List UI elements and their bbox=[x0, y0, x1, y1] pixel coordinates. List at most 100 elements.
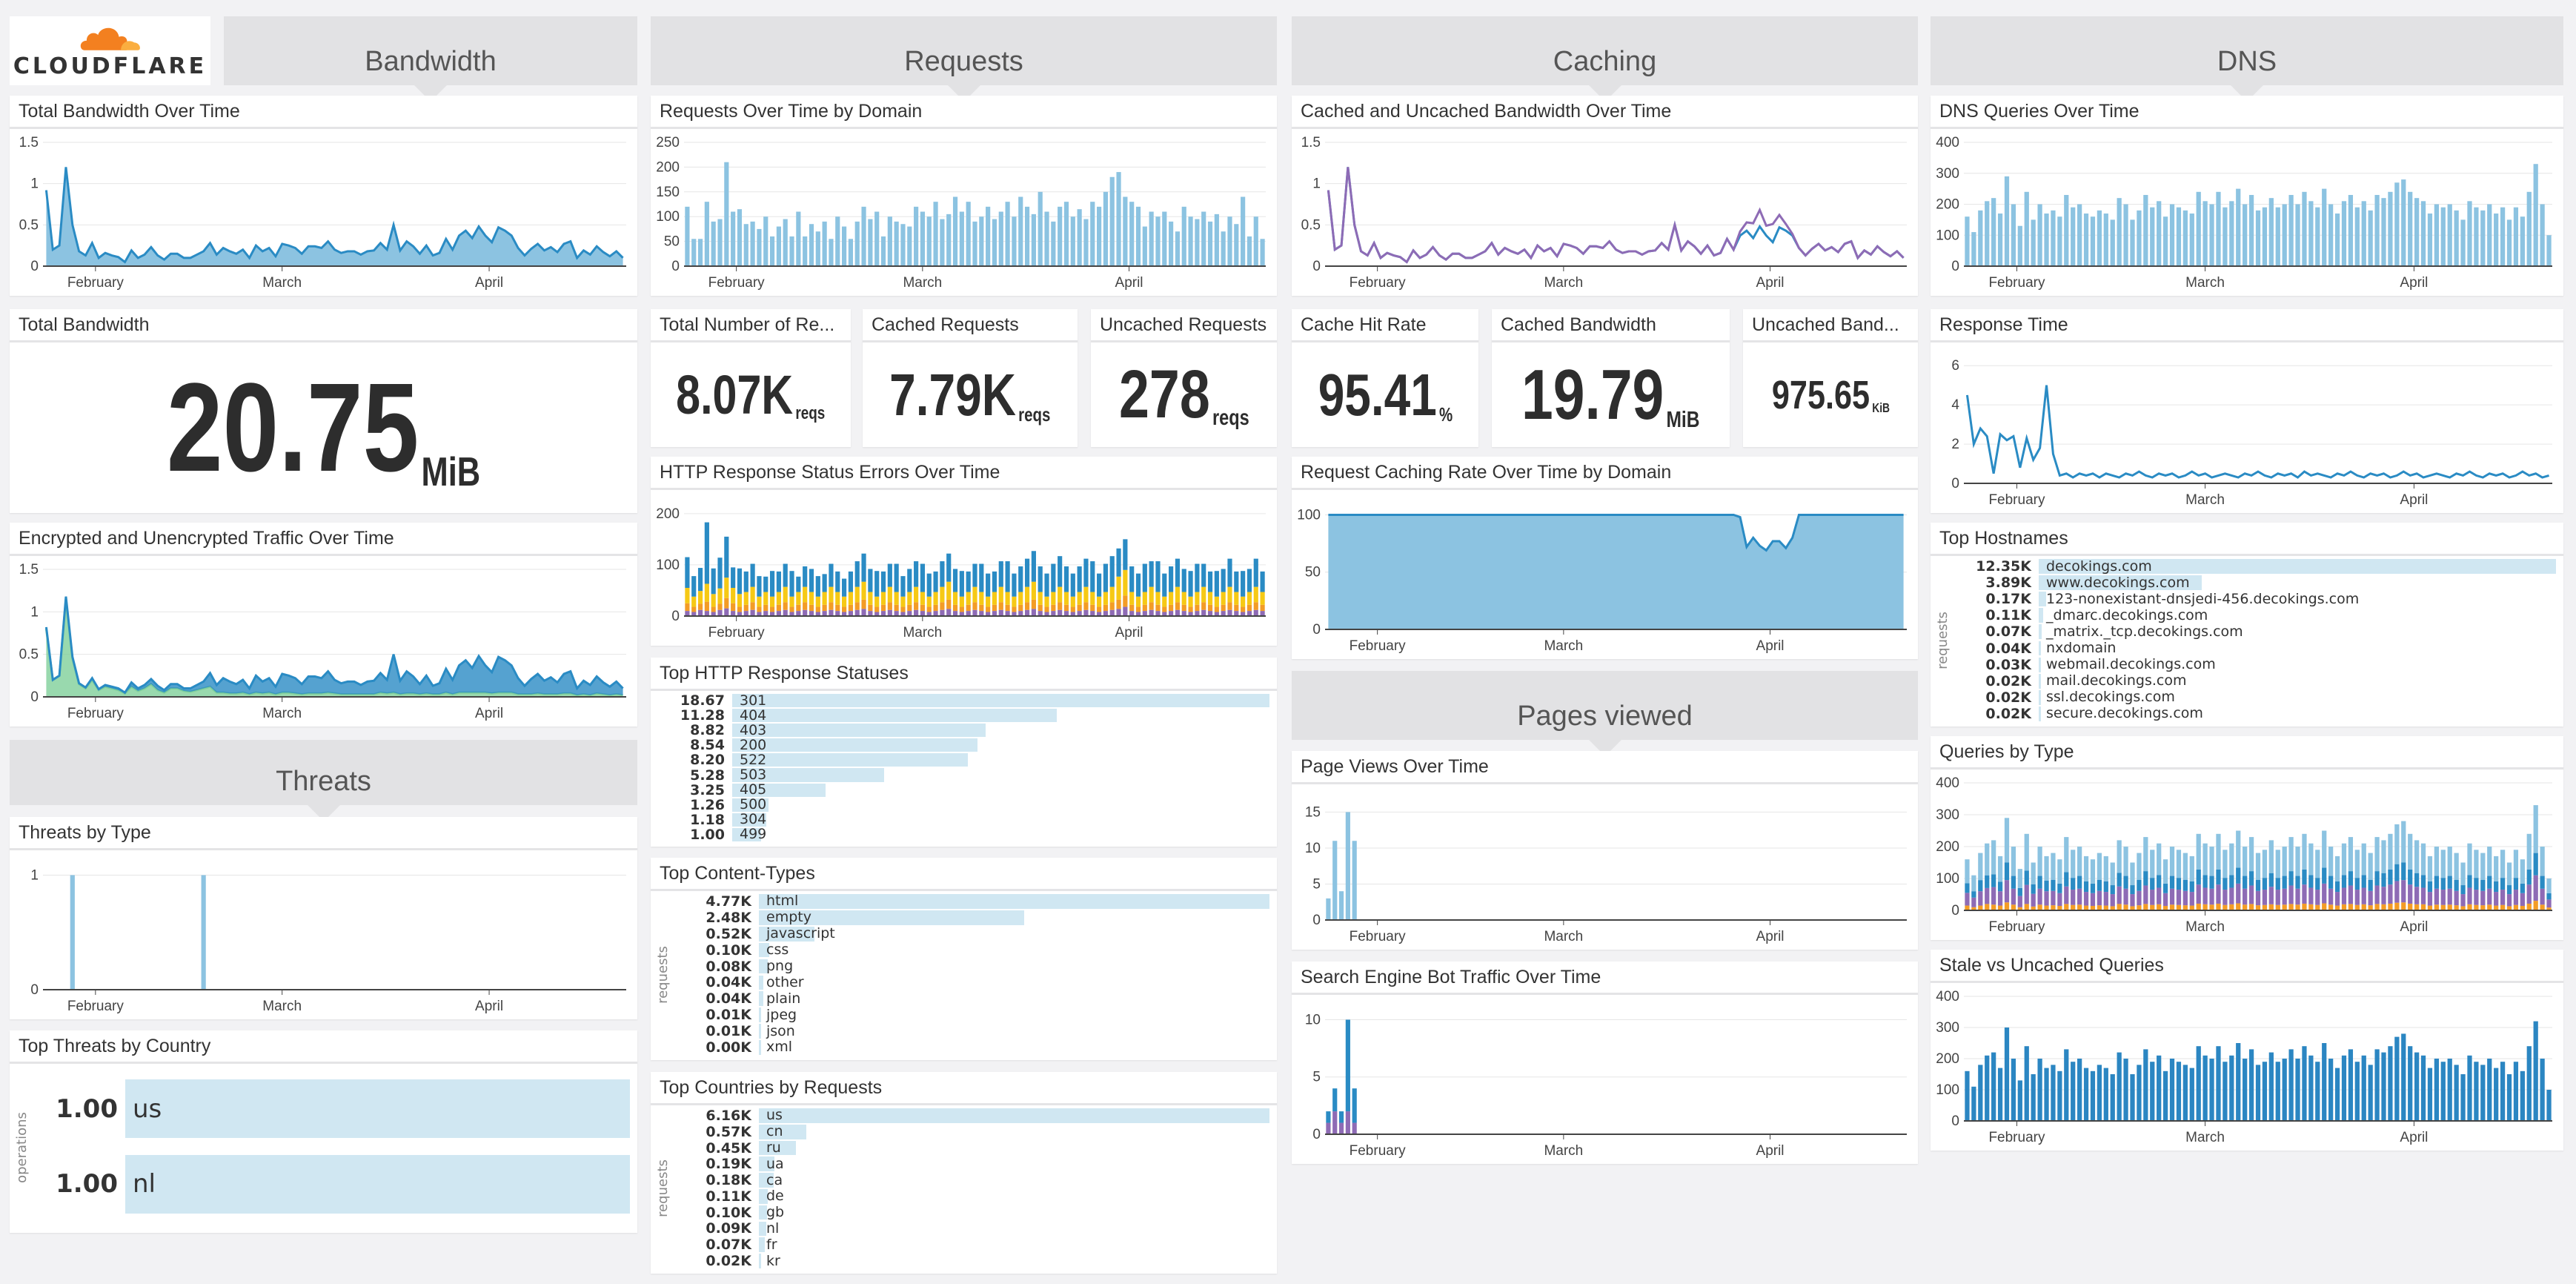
item-bar bbox=[2039, 608, 2044, 623]
y-tick-label: 200 bbox=[656, 159, 680, 175]
bar bbox=[2037, 847, 2042, 876]
bar bbox=[946, 581, 952, 600]
bar bbox=[2394, 902, 2400, 910]
item-label: webmail.decokings.com bbox=[2046, 656, 2216, 673]
bar bbox=[2189, 905, 2194, 910]
bar bbox=[2480, 1065, 2486, 1121]
bar bbox=[763, 576, 769, 592]
list-item: 5.28 503 bbox=[651, 767, 1277, 784]
bar bbox=[2057, 893, 2062, 906]
bar bbox=[972, 602, 977, 610]
bar bbox=[2157, 875, 2162, 888]
y-tick-label: 100 bbox=[1297, 507, 1321, 523]
bar bbox=[2097, 905, 2102, 910]
bar bbox=[2401, 1033, 2406, 1121]
y-tick-label: 0 bbox=[1951, 259, 1959, 274]
bar bbox=[2513, 904, 2519, 910]
bar bbox=[2401, 902, 2406, 910]
caching-rate-panel: Request Caching Rate Over Time by Domain… bbox=[1292, 457, 1918, 659]
bar bbox=[2162, 216, 2168, 266]
bar bbox=[2368, 1065, 2373, 1121]
item-value: 0.00K bbox=[706, 1039, 751, 1056]
bar bbox=[2308, 1055, 2314, 1121]
bar bbox=[737, 568, 743, 595]
threats-by-type-chart: 0 1 February March April bbox=[30, 867, 626, 1014]
y-tick-label: 1.5 bbox=[19, 562, 39, 578]
item-bar bbox=[732, 813, 766, 827]
list-item: 0.03K webmail.decokings.com bbox=[1931, 657, 2563, 673]
bar bbox=[868, 592, 873, 605]
bar bbox=[1188, 216, 1193, 266]
panel-title: Response Time bbox=[1931, 309, 2563, 342]
bar bbox=[2202, 843, 2208, 876]
bar bbox=[1063, 592, 1069, 605]
bar bbox=[1129, 604, 1135, 612]
bar bbox=[2440, 1062, 2446, 1121]
bar bbox=[776, 571, 781, 592]
bar bbox=[1978, 880, 1983, 892]
bar bbox=[2526, 903, 2532, 910]
bar bbox=[959, 596, 964, 607]
bar bbox=[2083, 881, 2089, 893]
bar bbox=[2447, 1059, 2452, 1121]
bar bbox=[2262, 890, 2268, 905]
x-tick-label: March bbox=[903, 625, 942, 641]
bar bbox=[1116, 548, 1121, 577]
bar bbox=[1005, 561, 1010, 592]
bar bbox=[2004, 818, 2010, 863]
bar bbox=[2243, 904, 2248, 910]
item-value: 8.54 bbox=[690, 737, 725, 754]
item-label: secure.decokings.com bbox=[2046, 705, 2203, 722]
bar bbox=[2322, 188, 2327, 266]
bar bbox=[704, 601, 709, 612]
x-tick-label: February bbox=[1988, 1130, 2045, 1145]
series-line bbox=[1965, 385, 2549, 479]
bar bbox=[809, 604, 814, 612]
bar bbox=[1965, 883, 1970, 893]
bar bbox=[2169, 876, 2175, 889]
panel-title: Top Content-Types bbox=[651, 858, 1277, 891]
bar bbox=[2361, 887, 2366, 904]
http-errors-panel: HTTP Response Status Errors Over Time 0 10… bbox=[651, 457, 1277, 646]
bar bbox=[2460, 219, 2466, 266]
bar bbox=[2427, 1068, 2433, 1121]
x-tick-label: February bbox=[67, 706, 125, 721]
bar bbox=[1326, 898, 1331, 920]
bar bbox=[979, 563, 984, 592]
bar bbox=[2374, 1049, 2380, 1121]
bar bbox=[914, 602, 919, 610]
bar bbox=[1175, 586, 1181, 603]
bar bbox=[2328, 204, 2334, 266]
stat-unit: reqs bbox=[1212, 406, 1249, 431]
bar bbox=[1991, 198, 1996, 266]
bar bbox=[2196, 903, 2201, 910]
bar bbox=[2328, 847, 2334, 876]
x-tick-label: April bbox=[475, 706, 503, 721]
bar bbox=[2031, 1074, 2036, 1121]
bar bbox=[2334, 856, 2340, 881]
item-value: 1.00 bbox=[690, 826, 725, 843]
bar bbox=[880, 611, 886, 616]
bar bbox=[2526, 884, 2532, 904]
y-tick-label: 15 bbox=[1305, 804, 1321, 820]
item-value: 3.89K bbox=[1985, 575, 2031, 592]
bar bbox=[783, 602, 788, 610]
y-tick-label: 1.5 bbox=[1301, 135, 1321, 150]
panel-title: Encrypted and Unencrypted Traffic Over T… bbox=[10, 523, 637, 556]
bar bbox=[848, 239, 854, 266]
bar bbox=[2275, 850, 2280, 878]
bar bbox=[2467, 875, 2472, 888]
bar bbox=[2506, 885, 2512, 895]
bar bbox=[691, 606, 697, 612]
bar bbox=[894, 604, 899, 612]
bar bbox=[1149, 609, 1154, 616]
bar bbox=[1103, 604, 1108, 612]
bar bbox=[2440, 890, 2446, 905]
bar bbox=[2354, 207, 2360, 266]
bar bbox=[900, 596, 906, 607]
bar bbox=[2143, 871, 2148, 886]
bar bbox=[1169, 592, 1174, 605]
bar bbox=[796, 604, 801, 612]
item-label: 200 bbox=[740, 736, 767, 753]
item-bar bbox=[759, 1108, 1269, 1123]
